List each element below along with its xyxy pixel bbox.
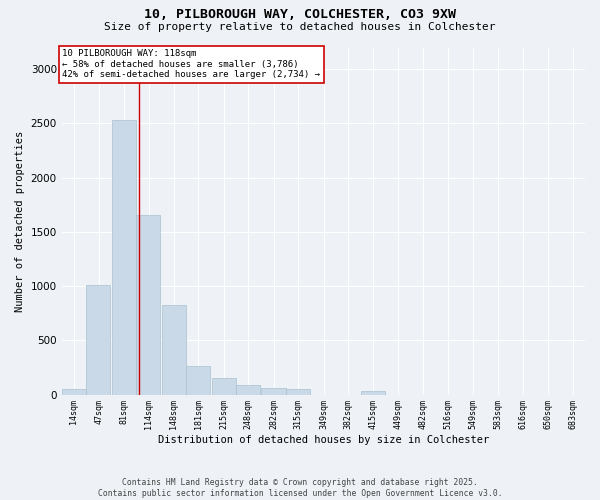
Bar	[361, 392, 385, 394]
X-axis label: Distribution of detached houses by size in Colchester: Distribution of detached houses by size …	[158, 435, 489, 445]
Text: 10 PILBOROUGH WAY: 118sqm
← 58% of detached houses are smaller (3,786)
42% of se: 10 PILBOROUGH WAY: 118sqm ← 58% of detac…	[62, 49, 320, 79]
Text: Contains HM Land Registry data © Crown copyright and database right 2025.
Contai: Contains HM Land Registry data © Crown c…	[98, 478, 502, 498]
Bar	[62, 388, 86, 394]
Bar	[86, 285, 110, 395]
Bar	[186, 366, 211, 394]
Bar	[262, 388, 286, 394]
Text: 10, PILBOROUGH WAY, COLCHESTER, CO3 9XW: 10, PILBOROUGH WAY, COLCHESTER, CO3 9XW	[144, 8, 456, 20]
Bar	[136, 214, 160, 394]
Y-axis label: Number of detached properties: Number of detached properties	[15, 130, 25, 312]
Bar	[161, 304, 186, 394]
Bar	[286, 389, 310, 394]
Bar	[212, 378, 236, 394]
Text: Size of property relative to detached houses in Colchester: Size of property relative to detached ho…	[104, 22, 496, 32]
Bar	[112, 120, 136, 394]
Bar	[236, 386, 260, 394]
